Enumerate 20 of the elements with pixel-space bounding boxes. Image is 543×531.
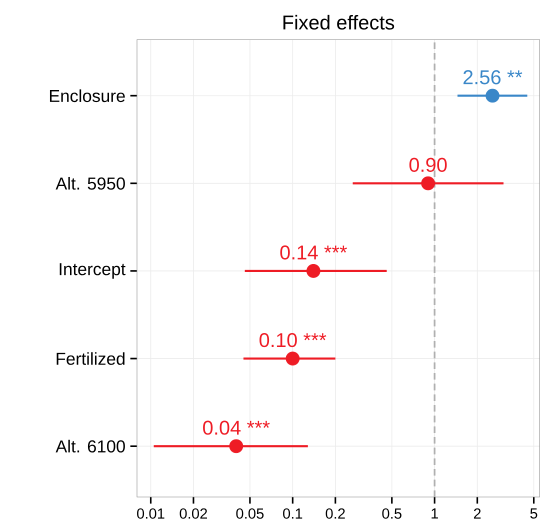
chart-title: Fixed effects — [283, 14, 394, 30]
data-label: 0.10 *** — [260, 333, 326, 348]
x-tick-label: 0.01 — [137, 508, 164, 519]
x-tick-label: 0.2 — [326, 508, 345, 519]
y-tick-label: Alt. 5950 — [56, 176, 125, 190]
x-tick-label: 0.1 — [283, 508, 302, 519]
y-tick-label: Alt. 6100 — [56, 440, 125, 453]
x-tick-label: 0.05 — [236, 508, 264, 519]
data-label: 2.56 ** — [464, 70, 522, 84]
x-tick-label: 0.5 — [382, 508, 402, 519]
data-label: 0.04 *** — [203, 420, 270, 435]
data-label: 0.90 — [409, 158, 447, 172]
y-tick-label: Fertilized — [56, 352, 125, 365]
y-tick-label: Enclosure — [50, 89, 125, 102]
x-tick-label: 1 — [432, 508, 438, 518]
x-tick-label: 5 — [530, 508, 538, 519]
y-tick-label: Intercept — [60, 263, 126, 279]
x-tick-label: 0.02 — [180, 508, 208, 519]
data-label: 0.14 *** — [280, 245, 347, 260]
x-tick-label: 2 — [474, 508, 481, 519]
